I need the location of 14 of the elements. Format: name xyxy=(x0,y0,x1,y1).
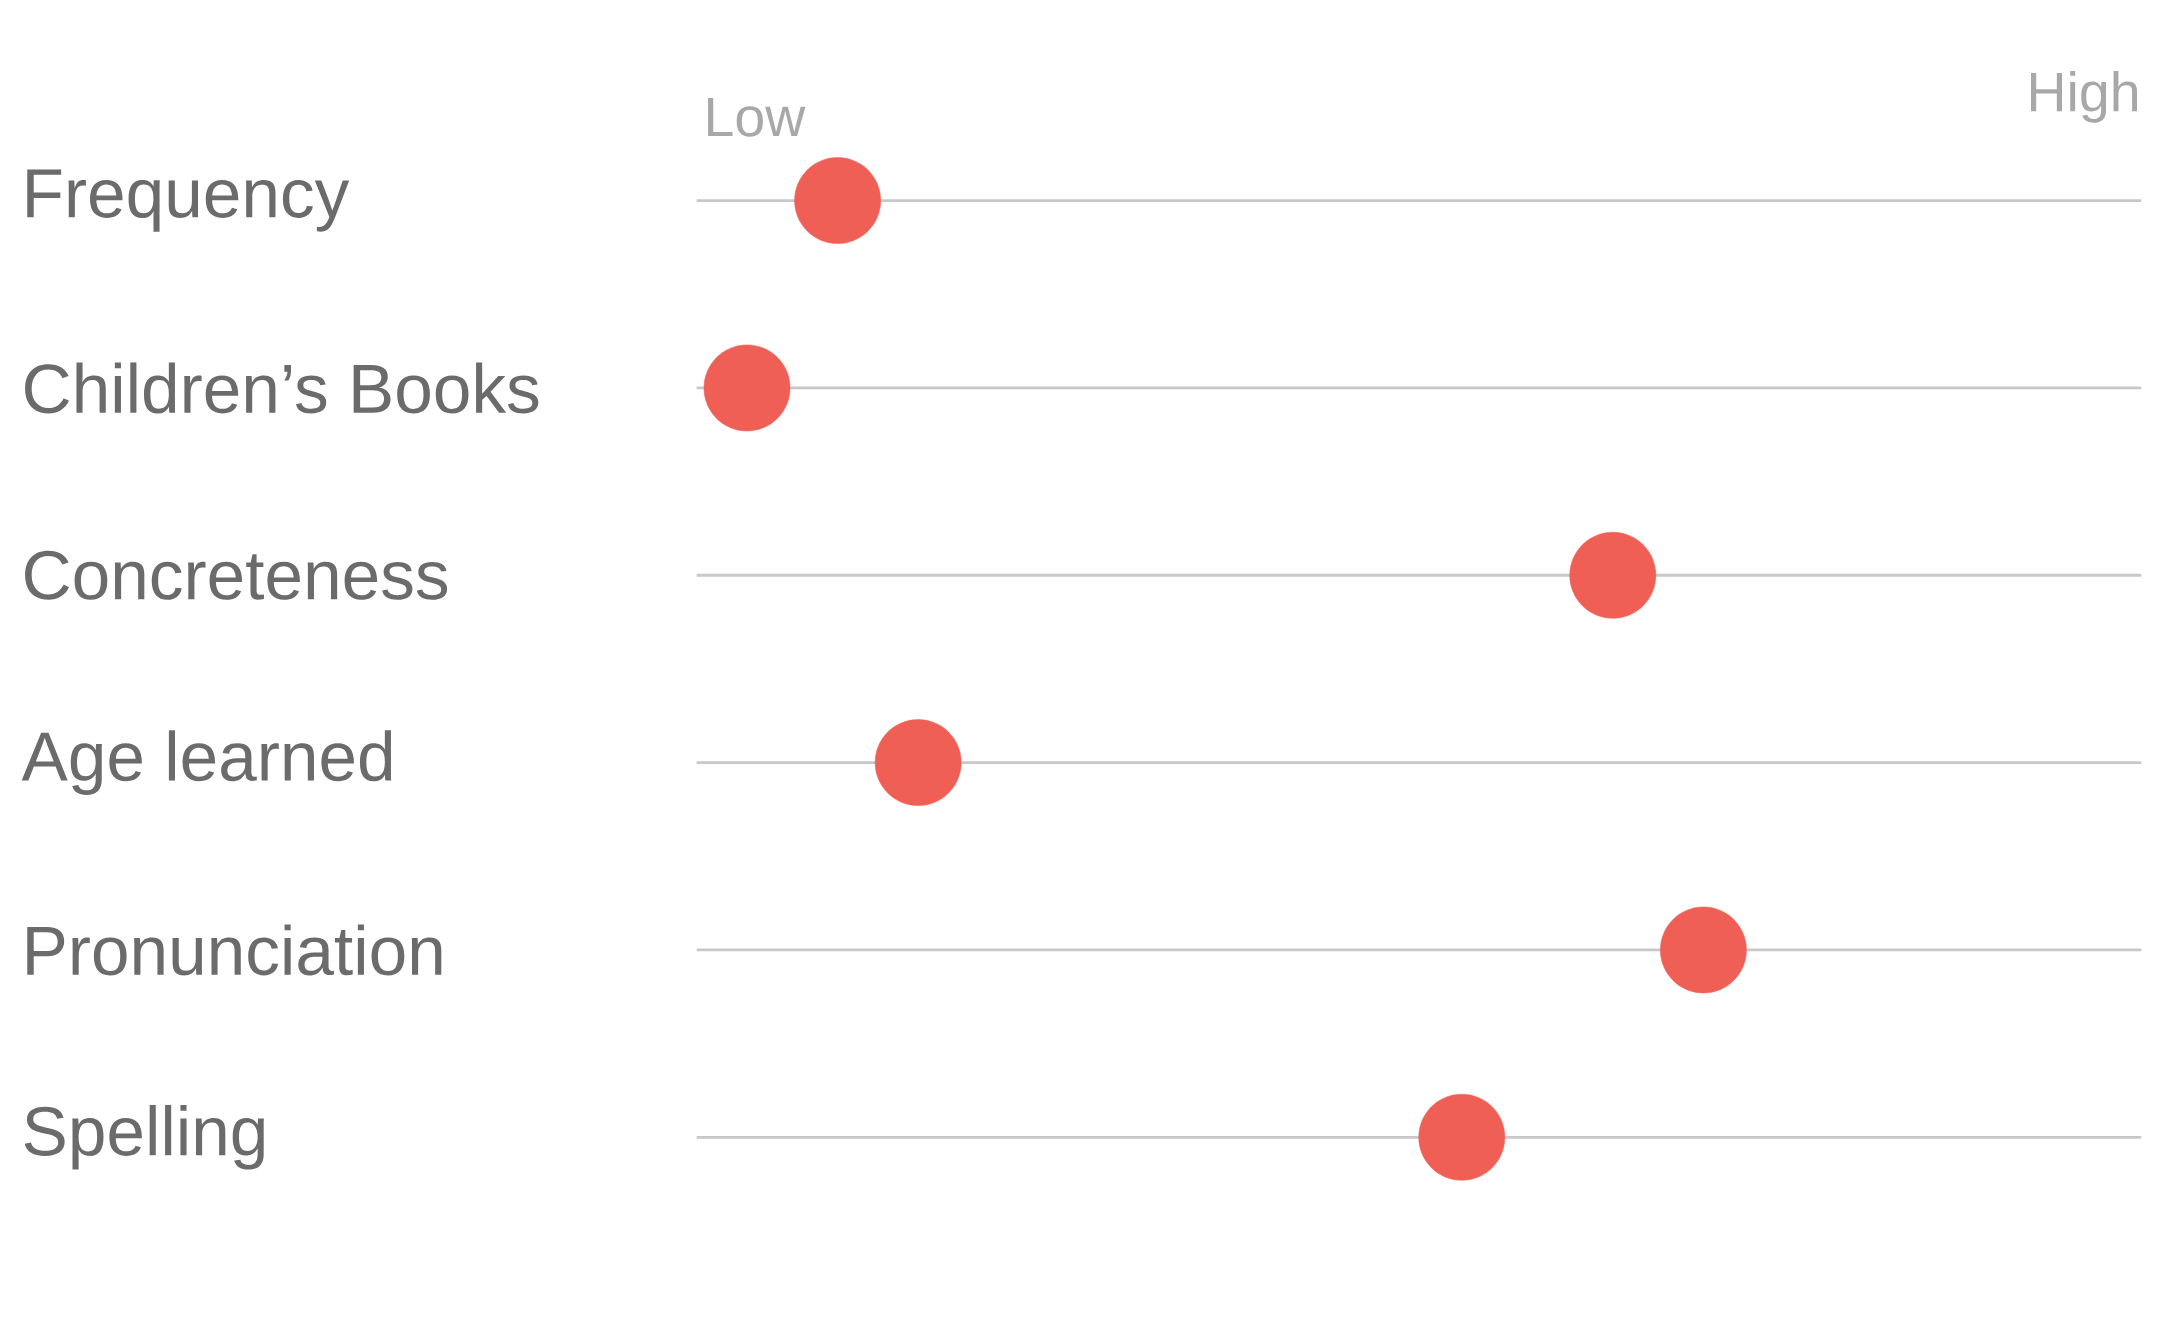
text: Low xyxy=(708,97,806,137)
y-tick-label: Concreteness xyxy=(25,550,448,600)
y-tick-label: Spelling xyxy=(24,1104,264,1170)
y-tick-label: Children’s Books xyxy=(25,362,539,414)
y-tick-label: Age learned xyxy=(21,730,392,795)
y-tick-label: Pronunciation xyxy=(27,924,442,976)
point xyxy=(1418,1093,1506,1181)
point xyxy=(1569,531,1657,619)
point xyxy=(874,719,962,806)
y-tick-label: Frequency xyxy=(27,169,350,232)
point xyxy=(794,157,881,244)
text: High xyxy=(2031,70,2137,123)
point xyxy=(703,344,791,432)
point xyxy=(1660,906,1747,994)
